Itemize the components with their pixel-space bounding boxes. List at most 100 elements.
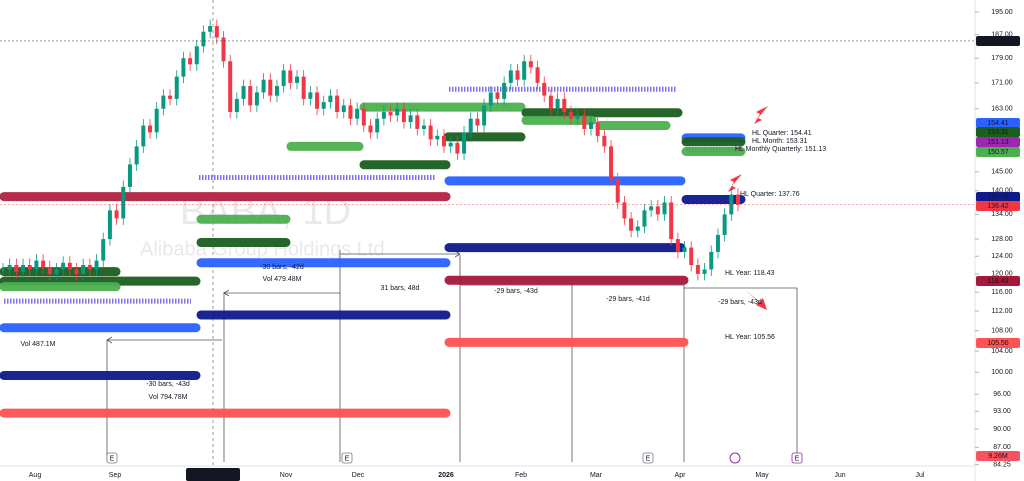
candle-body xyxy=(702,269,707,274)
y-tick-label: 112.00 xyxy=(992,308,1013,315)
candle-body xyxy=(421,125,426,129)
candle-body xyxy=(622,202,627,219)
y-tick-label: 100.00 xyxy=(991,369,1013,376)
crosshair-date: Tue 07 Oct '25 xyxy=(190,472,236,479)
candle-body xyxy=(582,115,587,129)
candle-body xyxy=(388,112,393,116)
candle-body xyxy=(161,95,166,109)
candle-body xyxy=(301,76,306,99)
candle-body xyxy=(535,67,540,83)
y-tick-label: 93.00 xyxy=(993,408,1011,415)
candle-body xyxy=(642,210,647,227)
price-badge-label: 154.41 xyxy=(987,120,1009,127)
candle-body xyxy=(154,108,159,133)
candle-body xyxy=(589,122,593,129)
y-tick-label: 134.00 xyxy=(991,211,1013,218)
candle-body xyxy=(435,135,440,140)
arrow xyxy=(745,290,767,310)
candle-body xyxy=(715,234,720,252)
candle-body xyxy=(201,31,206,47)
candle-body xyxy=(321,102,326,109)
price-badge-label: 150.57 xyxy=(987,149,1009,156)
price-badge-label: 118.43 xyxy=(988,278,1009,285)
candle-body xyxy=(555,98,560,109)
candle-body xyxy=(54,269,59,274)
candle-body xyxy=(689,247,694,265)
measure-label: -30 bars, -42d xyxy=(260,264,304,271)
x-tick-label: Apr xyxy=(675,472,687,479)
earnings-marker xyxy=(791,452,803,464)
candle-body xyxy=(27,264,32,270)
y-tick-label: 195.00 xyxy=(991,9,1013,16)
candle-body xyxy=(381,112,386,119)
candle-body xyxy=(502,82,507,99)
measure-label: Vol 479.48M xyxy=(263,276,302,283)
x-tick-label: Nov xyxy=(280,472,293,479)
candle-body xyxy=(241,86,246,99)
x-tick-label: Mar xyxy=(590,472,603,479)
candle-body xyxy=(261,79,266,93)
y-tick-label: 179.00 xyxy=(991,55,1013,62)
measure-label: 31 bars, 48d xyxy=(381,285,420,292)
price-badge xyxy=(976,118,1020,128)
candle-body xyxy=(94,260,99,270)
candle-body xyxy=(14,264,19,272)
y-tick-label: 104.00 xyxy=(991,348,1013,355)
y-tick-label: 87.00 xyxy=(993,444,1011,451)
candle-body xyxy=(562,98,567,113)
y-tick-label: 108.00 xyxy=(991,328,1013,335)
price-badge-label: 136.42 xyxy=(987,203,1009,210)
candle-body xyxy=(442,135,446,147)
price-badge xyxy=(976,192,1020,202)
measure-tools xyxy=(106,250,798,462)
price-badge xyxy=(976,36,1020,46)
candle-body xyxy=(515,70,520,80)
candle-body xyxy=(662,202,667,215)
price-badge-label: 184.84 xyxy=(987,38,1009,45)
y-tick-label: 163.00 xyxy=(991,106,1013,113)
candle-body xyxy=(168,95,173,99)
x-tick-label: Jul xyxy=(916,472,925,479)
x-tick-label: Sep xyxy=(109,472,122,479)
y-tick-label: 187.00 xyxy=(991,31,1013,38)
volume-badge-label: 9.26M xyxy=(988,453,1008,460)
red-arrows xyxy=(728,106,768,310)
candle-body xyxy=(468,118,473,133)
candle-body xyxy=(522,61,527,80)
x-tick-label: 2026 xyxy=(438,472,454,479)
earnings-marker xyxy=(106,452,118,464)
price-badge xyxy=(976,127,1020,137)
arrow xyxy=(728,174,742,192)
measure-label: -29 bars, -43d xyxy=(494,288,538,295)
candle-body xyxy=(254,92,259,106)
y-tick-label: 124.00 xyxy=(991,253,1013,260)
candle-body xyxy=(649,206,654,211)
candle-body xyxy=(602,135,607,147)
candle-body xyxy=(401,108,406,123)
level-label: HL Year: 118.43 xyxy=(725,270,775,277)
candle-body xyxy=(188,58,193,65)
candle-body xyxy=(722,214,727,235)
x-tick-label: Aug xyxy=(29,472,42,479)
candle-body xyxy=(568,112,573,119)
candle-body xyxy=(47,267,52,274)
level-label: HL Quarter: 154.41 xyxy=(752,130,812,137)
measure-label: Vol 794.78M xyxy=(149,394,188,401)
price-badge-label: 153.31 xyxy=(987,129,1009,136)
price-badge xyxy=(976,137,1020,147)
candle-body xyxy=(635,226,640,231)
y-tick-label: 171.00 xyxy=(991,80,1013,87)
candle-body xyxy=(34,260,39,270)
candle-body xyxy=(408,115,413,123)
candle-body xyxy=(709,251,714,270)
measure-arrow xyxy=(106,336,222,344)
price-axis xyxy=(975,0,1024,466)
candle-body xyxy=(148,125,152,133)
candle-body xyxy=(274,86,279,96)
candle-body xyxy=(609,146,614,180)
candle-body xyxy=(21,264,26,272)
y-tick-label: 145.00 xyxy=(991,169,1013,176)
candle-body xyxy=(462,132,467,154)
y-tick-label: 90.00 xyxy=(993,426,1011,433)
